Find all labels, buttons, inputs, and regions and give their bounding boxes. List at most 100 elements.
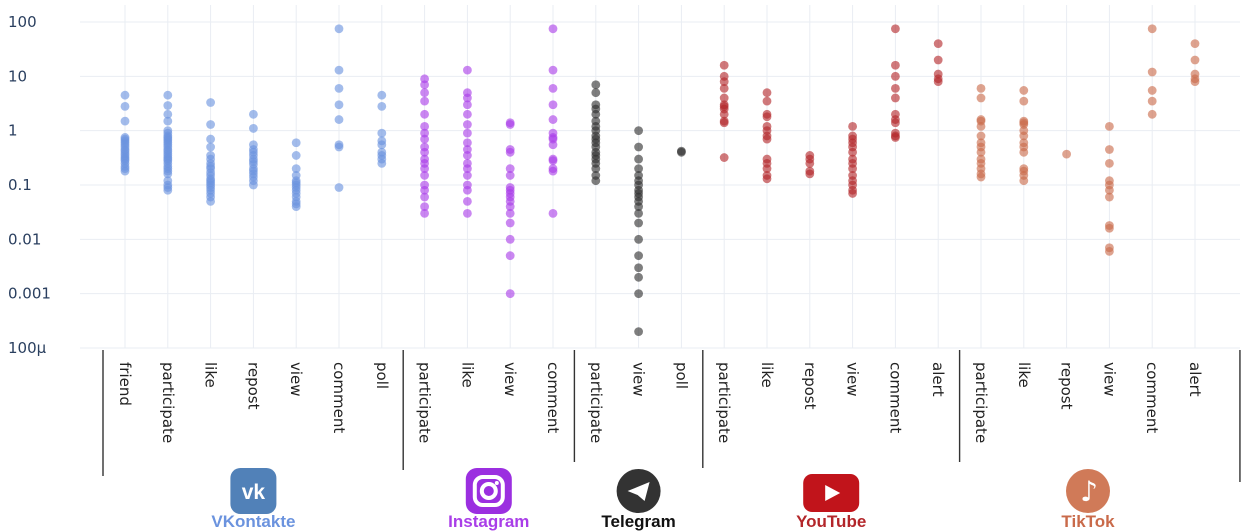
data-point bbox=[420, 88, 429, 98]
data-point bbox=[377, 158, 387, 168]
x-tick-label: like bbox=[1015, 362, 1033, 388]
data-point bbox=[1105, 223, 1114, 233]
data-point bbox=[762, 112, 772, 122]
data-point bbox=[1019, 96, 1029, 106]
data-point bbox=[463, 65, 472, 75]
data-point bbox=[548, 115, 558, 124]
x-tick-label: view bbox=[844, 362, 862, 397]
data-point bbox=[891, 71, 900, 81]
data-point bbox=[463, 138, 472, 148]
data-point bbox=[1147, 109, 1157, 119]
data-point bbox=[719, 83, 729, 93]
data-point bbox=[805, 158, 815, 168]
data-point bbox=[976, 172, 986, 182]
data-point bbox=[1019, 131, 1029, 141]
data-point bbox=[762, 88, 772, 98]
data-point bbox=[377, 128, 387, 138]
x-tick-label: repost bbox=[801, 362, 819, 410]
data-point bbox=[1105, 145, 1114, 154]
data-point bbox=[334, 115, 344, 124]
data-point bbox=[463, 120, 472, 129]
data-point bbox=[463, 100, 472, 110]
data-point bbox=[805, 169, 815, 179]
data-point bbox=[891, 118, 900, 128]
data-point bbox=[1019, 86, 1029, 95]
x-tick-label: view bbox=[630, 362, 648, 397]
data-point bbox=[377, 101, 387, 111]
x-tick-label: view bbox=[1100, 362, 1118, 397]
data-point bbox=[762, 134, 772, 144]
x-tick-label: comment bbox=[886, 362, 904, 433]
data-point bbox=[120, 116, 130, 126]
data-point bbox=[591, 164, 601, 174]
x-tick-label: comment bbox=[330, 362, 348, 433]
data-point bbox=[291, 138, 301, 148]
data-point bbox=[291, 202, 301, 212]
data-point bbox=[249, 180, 258, 190]
telegram-logo bbox=[616, 469, 661, 513]
platform-name: VKontakte bbox=[211, 512, 295, 531]
x-tick-label: participate bbox=[416, 362, 434, 443]
data-point bbox=[420, 147, 429, 157]
data-point bbox=[420, 164, 429, 174]
data-point bbox=[762, 164, 772, 174]
data-point bbox=[1105, 158, 1114, 168]
data-point bbox=[634, 234, 643, 244]
instagram-logo bbox=[465, 468, 512, 514]
data-point bbox=[505, 251, 515, 261]
data-point bbox=[377, 90, 387, 100]
y-tick-label: 0.01 bbox=[8, 230, 41, 248]
data-point bbox=[976, 147, 986, 157]
data-point bbox=[291, 151, 301, 160]
y-tick-label: 100 bbox=[8, 13, 37, 31]
x-tick-label: view bbox=[287, 362, 305, 397]
data-point bbox=[548, 156, 558, 166]
data-point bbox=[1105, 246, 1114, 256]
data-point bbox=[891, 83, 900, 93]
data-point bbox=[206, 134, 216, 144]
data-point bbox=[420, 202, 429, 212]
x-tick-label: participate bbox=[159, 362, 177, 443]
data-point bbox=[463, 171, 472, 180]
data-point bbox=[1190, 39, 1200, 49]
x-tick-label: like bbox=[458, 362, 476, 388]
data-point bbox=[548, 24, 558, 34]
data-point bbox=[334, 100, 344, 110]
platform-name: YouTube bbox=[796, 512, 866, 531]
data-point bbox=[1147, 67, 1157, 77]
data-point bbox=[505, 164, 515, 174]
vk-logo: vk bbox=[230, 468, 277, 514]
data-point bbox=[206, 142, 216, 152]
data-point bbox=[933, 39, 943, 49]
data-point bbox=[334, 24, 344, 34]
data-point bbox=[548, 100, 558, 110]
data-point bbox=[634, 209, 643, 218]
data-point bbox=[163, 116, 173, 126]
data-point bbox=[891, 133, 900, 142]
x-tick-label: friend bbox=[116, 362, 134, 406]
data-point bbox=[505, 147, 515, 157]
y-tick-label: 100µ bbox=[8, 339, 47, 357]
data-point bbox=[420, 171, 429, 180]
data-point bbox=[1105, 192, 1114, 202]
data-point bbox=[291, 164, 301, 174]
data-point bbox=[463, 128, 472, 138]
data-point bbox=[1019, 120, 1029, 129]
data-point bbox=[634, 126, 643, 136]
data-point bbox=[719, 118, 729, 128]
data-point bbox=[634, 327, 643, 337]
data-point bbox=[120, 166, 130, 176]
data-point bbox=[591, 80, 601, 90]
data-point bbox=[163, 90, 173, 100]
data-point bbox=[976, 93, 986, 103]
data-point bbox=[505, 218, 515, 228]
tiktok-logo: ♪ bbox=[1066, 469, 1110, 513]
data-point bbox=[719, 60, 729, 70]
data-point bbox=[206, 98, 216, 107]
data-points bbox=[120, 24, 1200, 337]
data-point bbox=[548, 65, 558, 75]
data-point bbox=[206, 120, 216, 129]
data-point bbox=[420, 96, 429, 106]
data-point bbox=[1190, 55, 1200, 65]
